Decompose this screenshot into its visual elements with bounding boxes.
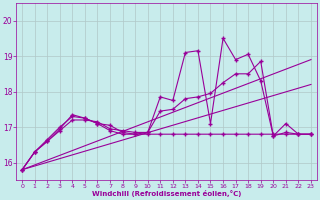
X-axis label: Windchill (Refroidissement éolien,°C): Windchill (Refroidissement éolien,°C) xyxy=(92,190,241,197)
